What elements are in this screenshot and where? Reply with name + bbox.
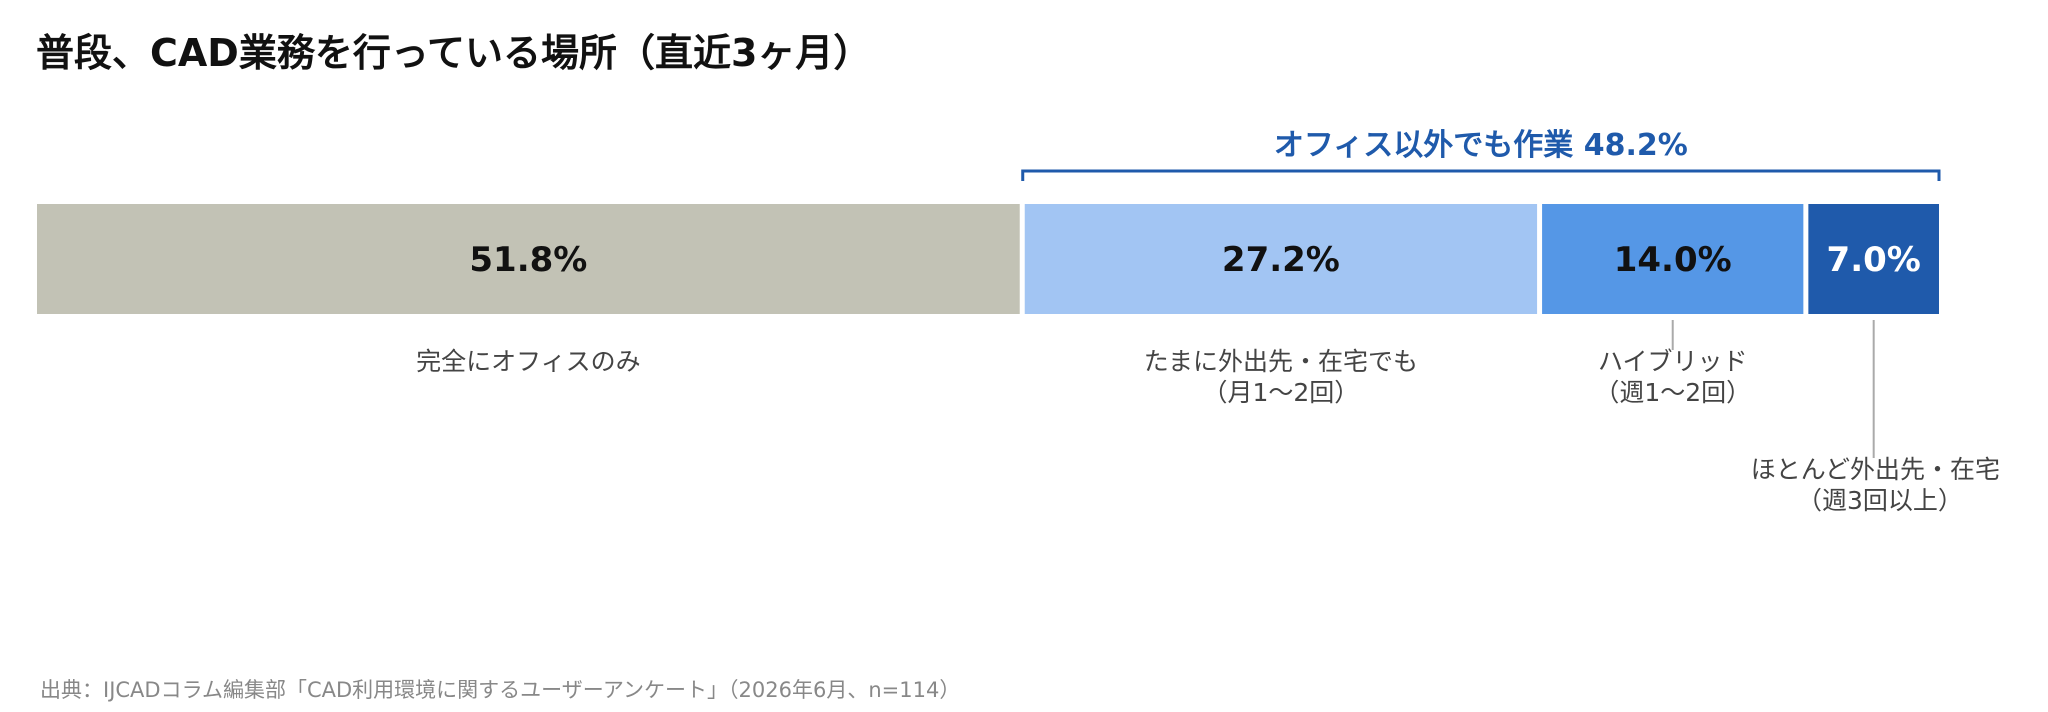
bar-segment-hybrid [1542, 204, 1804, 314]
category-label-mostly_remote-line-2: （週3回以上） [1797, 486, 1963, 515]
chart-title: 普段、CAD業務を行っている場所（直近3ヶ月） [36, 31, 872, 75]
value-label-sometimes: 27.2% [1222, 240, 1340, 280]
category-label-sometimes-line-2: （月1〜2回） [1203, 378, 1360, 407]
category-label-sometimes-line-1: たまに外出先・在宅でも [1144, 347, 1418, 376]
bar-segment-office_only [37, 204, 1020, 314]
bar-segment-sometimes [1024, 204, 1538, 314]
bar-segment-mostly_remote [1808, 204, 1939, 314]
bracket-line [1021, 169, 1941, 181]
category-label-office_only-line-1: 完全にオフィスのみ [416, 347, 641, 376]
category-label-hybrid-line-2: （週1〜2回） [1594, 378, 1751, 407]
value-label-office_only: 51.8% [469, 240, 587, 280]
source-footnote: 出典：IJCADコラム編集部「CAD利用環境に関するユーザーアンケート」（202… [40, 678, 961, 702]
category-label-mostly_remote-line-1: ほとんど外出先・在宅 [1751, 455, 2000, 484]
bracket-label: オフィス以外でも作業 48.2% [1274, 128, 1688, 163]
value-label-mostly_remote: 7.0% [1827, 240, 1921, 280]
category-label-hybrid-line-1: ハイブリッド [1598, 347, 1748, 376]
value-label-hybrid: 14.0% [1614, 240, 1732, 280]
